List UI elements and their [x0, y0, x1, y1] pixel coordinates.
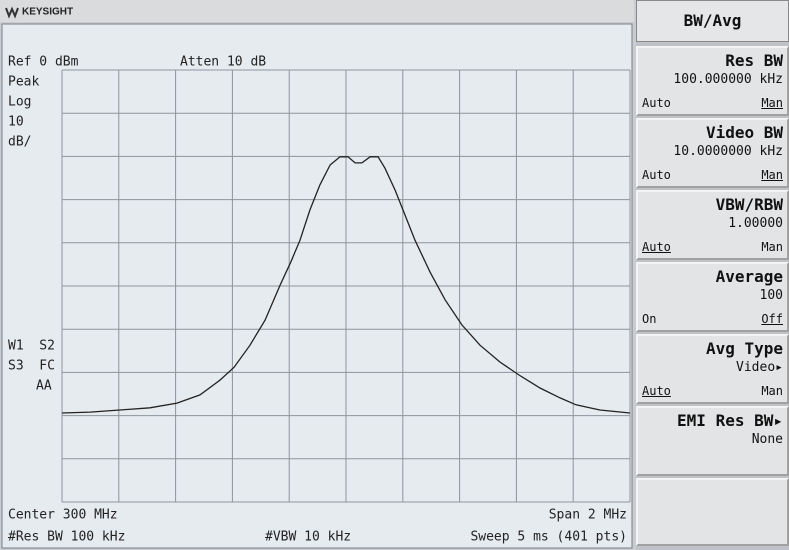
ref-level: Ref 0 dBm — [8, 55, 79, 70]
status: S3 FC — [8, 359, 55, 374]
softkey[interactable]: EMI Res BW▸ None — [636, 406, 789, 476]
key-name: EMI Res BW▸ — [677, 411, 783, 430]
key-value: Video▸ — [736, 360, 783, 375]
key-option: Auto — [642, 240, 671, 254]
key-value: 100.000000 kHz — [673, 72, 783, 87]
menu-title: BW/Avg — [636, 0, 789, 42]
softkey[interactable]: Avg Type Video▸ Auto Man — [636, 334, 789, 404]
key-name: Video BW — [705, 123, 783, 142]
key-value: 1.00000 — [728, 216, 783, 231]
key-option: Auto — [642, 96, 671, 110]
detector: Peak — [8, 75, 39, 90]
softkey[interactable]: Average 100 On Off — [636, 262, 789, 332]
status: AA — [36, 379, 52, 394]
res-bw: #Res BW 100 kHz — [8, 530, 125, 545]
brand: KEYSIGHT — [22, 7, 73, 18]
vbw: #VBW 10 kHz — [265, 530, 351, 545]
scale-value: 10 — [8, 115, 24, 130]
softkey[interactable]: Video BW 10.0000000 kHz Auto Man — [636, 118, 789, 188]
key-option: Off — [761, 312, 783, 326]
scale-type: Log — [8, 95, 31, 110]
scale-unit: dB/ — [8, 135, 31, 150]
key-value: None — [751, 432, 783, 447]
softkey[interactable]: VBW/RBW 1.00000 Auto Man — [636, 190, 789, 260]
key-option: Auto — [642, 384, 671, 398]
key-option: Man — [761, 384, 783, 398]
display: KEYSIGHT Ref 0 dBm Atten 10 dB Peak Log … — [0, 0, 634, 549]
top-bar — [0, 0, 634, 22]
key-value: 10.0000000 kHz — [673, 144, 783, 159]
key-option: On — [642, 312, 657, 326]
key-name: VBW/RBW — [715, 195, 783, 214]
key-name: Average — [715, 267, 783, 286]
trace — [61, 156, 631, 414]
key-name: Avg Type — [705, 339, 783, 358]
attenuation: Atten 10 dB — [180, 55, 266, 70]
logo-mark — [5, 6, 19, 19]
softkey[interactable]: Res BW 100.000000 kHz Auto Man — [636, 46, 789, 116]
key-option: Auto — [642, 168, 671, 182]
key-value: 100 — [759, 288, 783, 303]
key-option: Man — [761, 168, 783, 182]
softkey-menu: BW/Avg Res BW 100.000000 kHz Auto Man Vi… — [636, 0, 789, 550]
center-freq: Center 300 MHz — [8, 508, 118, 523]
sweep: Sweep 5 ms (401 pts) — [470, 530, 627, 545]
span: Span 2 MHz — [549, 508, 627, 523]
softkey[interactable] — [636, 478, 789, 546]
status: W1 S2 — [8, 339, 55, 354]
key-option: Man — [761, 96, 783, 110]
key-option: Man — [761, 240, 783, 254]
key-name: Res BW — [725, 51, 783, 70]
